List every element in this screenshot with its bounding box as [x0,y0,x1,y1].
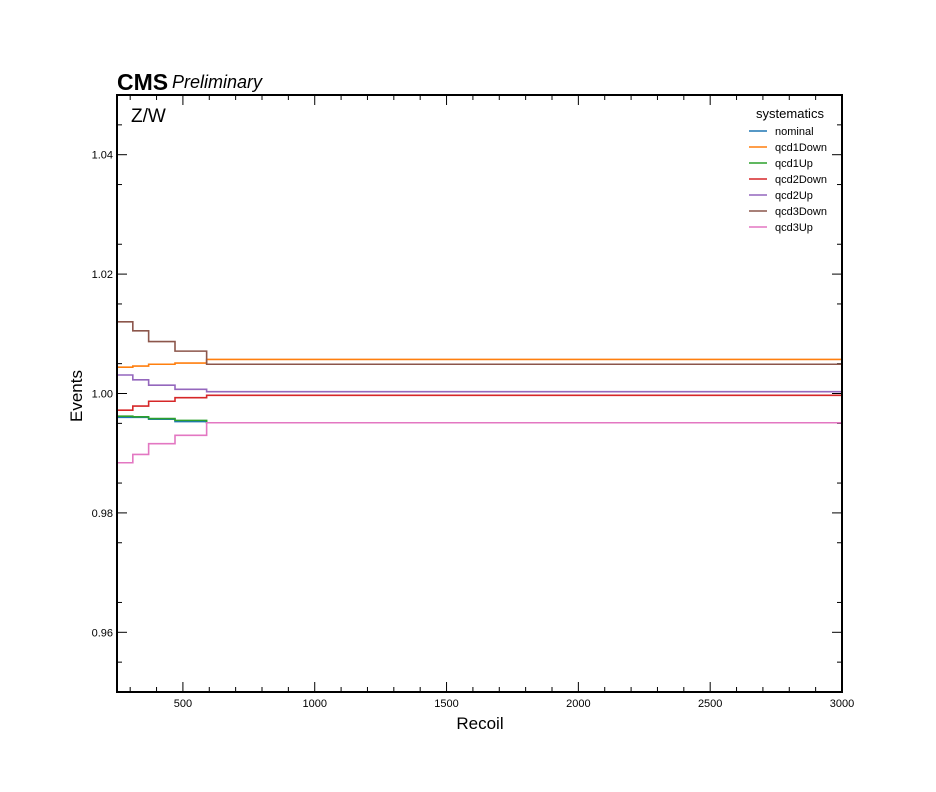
y-tick-label: 0.96 [92,627,113,639]
legend-title: systematics [756,106,824,121]
series-qcd2up-line [117,374,842,393]
series-qcd2down-line [117,394,842,412]
axis-ticks [117,95,843,692]
y-tick-label: 1.04 [92,150,113,162]
cms-label: CMS [117,69,168,95]
x-axis-label: Recoil [456,714,503,733]
legend: systematics nominal qcd1Down qcd1Up qcd2Dow… [749,106,827,234]
series-qcd3up-line [117,421,842,464]
x-tick-label: 2500 [698,698,722,710]
y-axis-label: Events [67,370,86,422]
series-qcd1down-line [117,358,842,369]
y-tick-label: 0.98 [92,508,113,520]
x-tick-label: 500 [174,698,192,710]
x-tick-label: 1500 [434,698,458,710]
legend-label: qcd2Down [775,174,827,186]
series-qcd3down-line [117,321,842,366]
x-tick-label: 2000 [566,698,590,710]
x-tick-label: 1000 [302,698,326,710]
series-layer [117,321,842,464]
legend-label: nominal [775,126,814,138]
preliminary-label: Preliminary [172,72,263,92]
series-qcd1up-line [117,415,842,424]
legend-label: qcd2Up [775,190,813,202]
legend-label: qcd1Down [775,142,827,154]
y-tick-label: 1.00 [92,389,113,401]
legend-label: qcd1Up [775,158,813,170]
x-tick-label: 3000 [830,698,854,710]
plot-frame [116,94,843,693]
legend-label: qcd3Down [775,206,827,218]
legend-label: qcd3Up [775,222,813,234]
y-tick-label: 1.02 [92,269,113,281]
annotation-label: Z/W [131,106,166,127]
series-nominal-line [117,416,842,424]
tick-labels: 500 1000 1500 2000 2500 3000 0.96 0.98 1.00 1.02 1… [92,150,855,710]
